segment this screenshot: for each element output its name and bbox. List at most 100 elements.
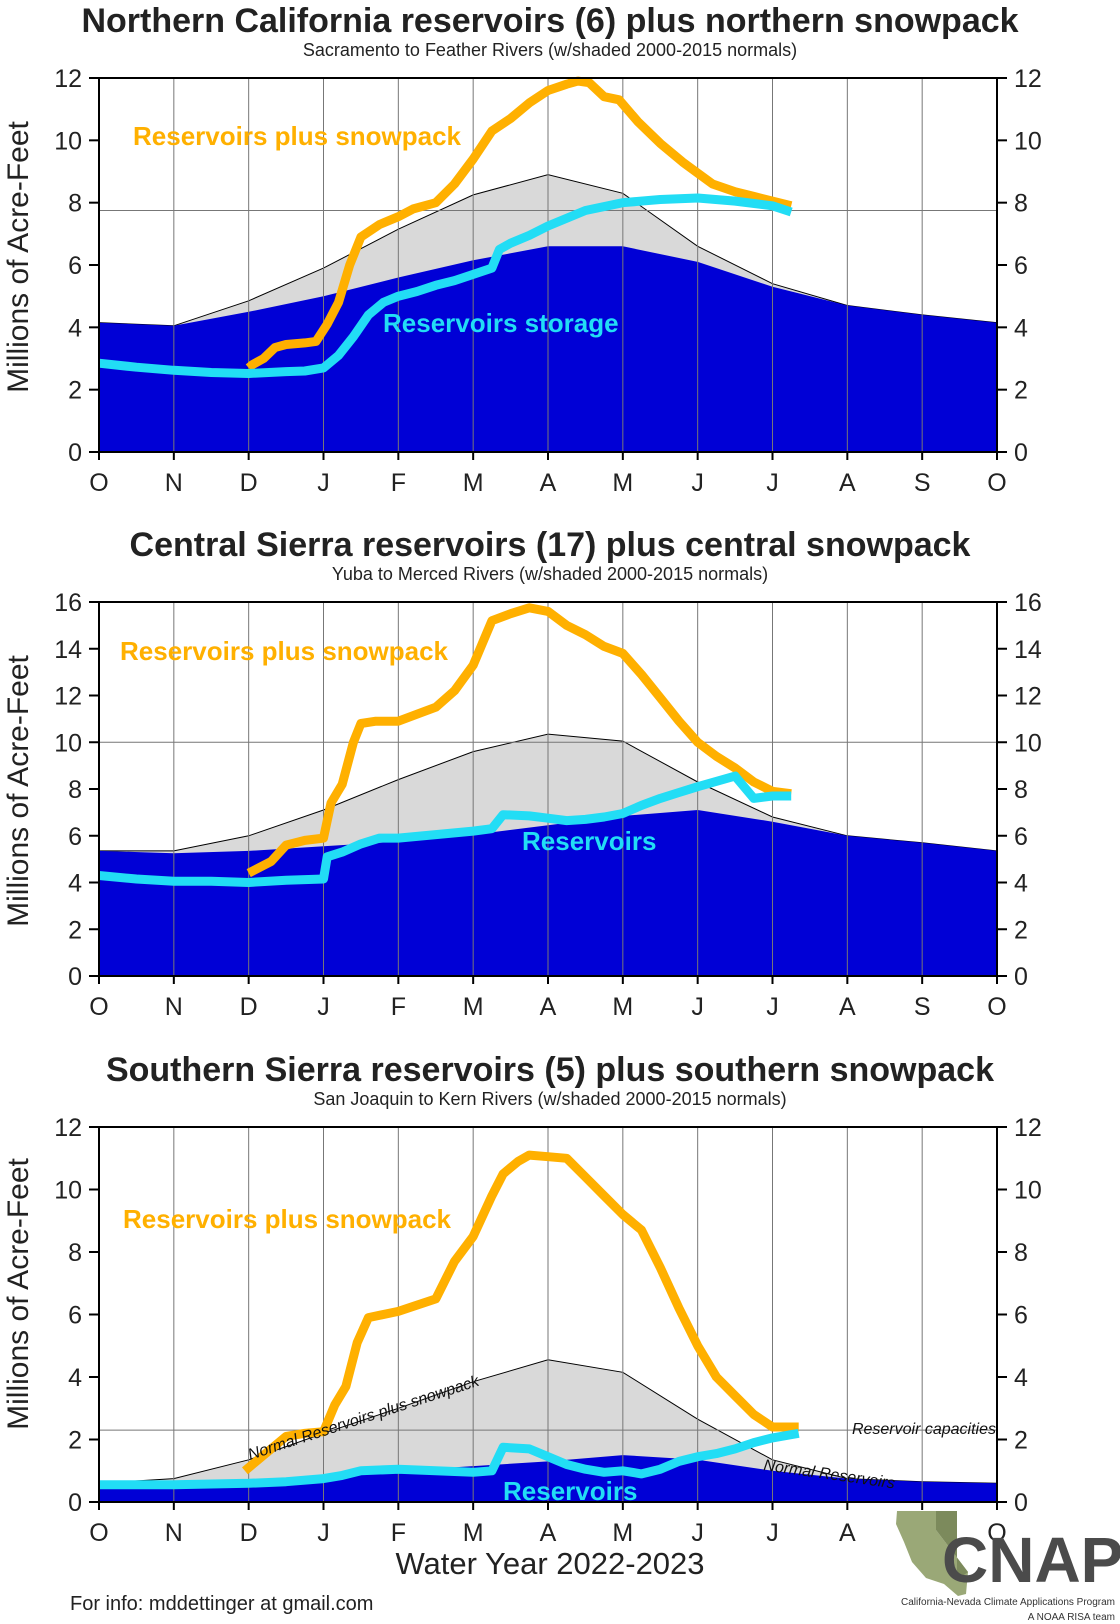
x-tick-label: M <box>612 469 633 497</box>
snowpack-series-line <box>242 1150 799 1475</box>
y-tick-label: 0 <box>68 439 82 467</box>
chart-title: Central Sierra reservoirs (17) plus cent… <box>130 526 971 564</box>
x-tick-label: O <box>987 993 1006 1021</box>
y-tick-label: 8 <box>68 190 82 218</box>
reservoir-series-label: Reservoirs <box>503 1476 637 1506</box>
x-tick-label: M <box>463 469 484 497</box>
y-tick-label: 12 <box>54 683 82 711</box>
chart-subtitle: San Joaquin to Kern Rivers (w/shaded 200… <box>313 1089 786 1109</box>
y-tick-label: 0 <box>1014 439 1028 467</box>
x-tick-label: D <box>240 1519 258 1547</box>
x-tick-label: J <box>691 1519 704 1547</box>
logo-wordmark: CNAP <box>942 1524 1120 1596</box>
reservoir-series-line <box>98 771 792 887</box>
x-tick-label: S <box>914 993 931 1021</box>
y-tick-label: 10 <box>1014 127 1042 155</box>
y-tick-label: 12 <box>1014 683 1042 711</box>
y-tick-label: 16 <box>1014 589 1042 617</box>
y-tick-label: 8 <box>68 1239 82 1267</box>
y-tick-label: 10 <box>54 127 82 155</box>
y-tick-label: 14 <box>54 636 82 664</box>
y-tick-label: 12 <box>54 65 82 93</box>
x-tick-label: J <box>691 993 704 1021</box>
y-tick-label: 4 <box>68 1364 82 1392</box>
y-tick-label: 6 <box>68 1302 82 1330</box>
chart-title: Northern California reservoirs (6) plus … <box>81 2 1018 40</box>
x-tick-label: O <box>89 1519 108 1547</box>
x-tick-label: J <box>317 469 330 497</box>
y-tick-label: 10 <box>1014 1177 1042 1205</box>
y-tick-label: 2 <box>68 916 82 944</box>
california-nevada-map-icon <box>896 1511 968 1596</box>
x-tick-label: F <box>391 469 406 497</box>
logo-line-2: A NOAA RISA team <box>1028 1612 1115 1623</box>
x-tick-label: A <box>540 469 557 497</box>
y-tick-label: 10 <box>1014 729 1042 757</box>
y-tick-label: 2 <box>68 1427 82 1455</box>
y-tick-label: 4 <box>1014 1364 1028 1392</box>
chart-subtitle: Sacramento to Feather Rivers (w/shaded 2… <box>303 40 797 60</box>
x-tick-label: F <box>391 993 406 1021</box>
x-tick-label: F <box>391 1519 406 1547</box>
chart-title: Southern Sierra reservoirs (5) plus sout… <box>106 1051 994 1089</box>
reservoir-capacities-label: Reservoir capacities <box>852 1421 996 1438</box>
snowpack-series-label: Reservoirs plus snowpack <box>133 121 462 151</box>
x-tick-label: N <box>165 993 183 1021</box>
y-tick-label: 12 <box>1014 1114 1042 1142</box>
x-tick-label: O <box>987 1519 1006 1547</box>
y-tick-label: 6 <box>68 823 82 851</box>
y-axis-label: Millions of Acre-Feet <box>2 1157 35 1429</box>
snowpack-series-label: Reservoirs plus snowpack <box>123 1204 452 1234</box>
snowpack-series-label: Reservoirs plus snowpack <box>120 636 449 666</box>
y-axis-label: Millions of Acre-Feet <box>2 120 35 392</box>
y-tick-label: 4 <box>68 314 82 342</box>
reservoir-series-line <box>99 1428 800 1490</box>
y-tick-label: 6 <box>1014 252 1028 280</box>
y-tick-label: 12 <box>54 1114 82 1142</box>
y-axis-label: Millions of Acre-Feet <box>2 654 35 926</box>
chart-subtitle: Yuba to Merced Rivers (w/shaded 2000-201… <box>332 564 768 584</box>
x-tick-label: J <box>317 1519 330 1547</box>
x-tick-label: O <box>89 993 108 1021</box>
y-tick-label: 2 <box>1014 377 1028 405</box>
panel-northern: Northern California reservoirs (6) plus … <box>2 2 1042 497</box>
y-tick-label: 14 <box>1014 636 1042 664</box>
y-tick-label: 2 <box>1014 916 1028 944</box>
y-tick-label: 4 <box>68 870 82 898</box>
reservoir-series-label: Reservoirs storage <box>383 308 619 338</box>
logo-line-1: California-Nevada Climate Applications P… <box>901 1597 1115 1608</box>
y-tick-label: 6 <box>68 252 82 280</box>
x-tick-label: M <box>612 1519 633 1547</box>
y-tick-label: 2 <box>1014 1427 1028 1455</box>
x-tick-label: N <box>165 1519 183 1547</box>
y-tick-label: 6 <box>1014 1302 1028 1330</box>
reservoir-series-label: Reservoirs <box>522 826 656 856</box>
x-tick-label: J <box>317 993 330 1021</box>
snowpack-series-line <box>246 603 792 878</box>
x-axis-label: Water Year 2022-2023 <box>395 1546 704 1581</box>
x-tick-label: M <box>463 1519 484 1547</box>
x-tick-label: J <box>766 1519 779 1547</box>
x-tick-label: O <box>987 469 1006 497</box>
x-tick-label: J <box>691 469 704 497</box>
y-tick-label: 0 <box>1014 963 1028 991</box>
contact-footer: For info: mddettinger at gmail.com <box>70 1593 373 1615</box>
y-tick-label: 0 <box>68 963 82 991</box>
x-tick-label: J <box>766 469 779 497</box>
y-tick-label: 8 <box>1014 190 1028 218</box>
x-tick-label: A <box>540 1519 557 1547</box>
x-tick-label: S <box>914 469 931 497</box>
x-tick-label: A <box>540 993 557 1021</box>
y-tick-label: 12 <box>1014 65 1042 93</box>
y-tick-label: 4 <box>1014 314 1028 342</box>
y-tick-label: 2 <box>68 377 82 405</box>
y-tick-label: 6 <box>1014 823 1028 851</box>
x-tick-label: D <box>240 469 258 497</box>
panel-southern: Southern Sierra reservoirs (5) plus sout… <box>2 1051 1042 1581</box>
x-tick-label: A <box>839 469 856 497</box>
y-tick-label: 8 <box>1014 1239 1028 1267</box>
cnap-logo: CNAP California-Nevada Climate Applicati… <box>896 1511 1120 1623</box>
x-tick-label: D <box>240 993 258 1021</box>
y-tick-label: 8 <box>1014 776 1028 804</box>
